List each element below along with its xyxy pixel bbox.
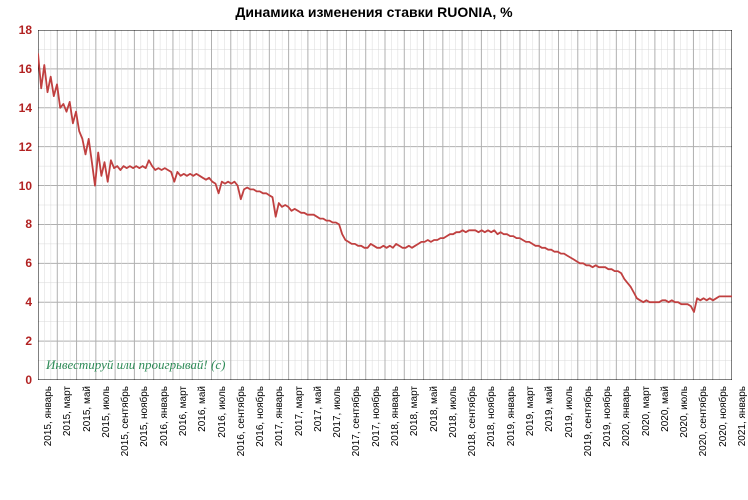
- x-tick-label: 2017, сентябрь: [351, 386, 362, 456]
- x-tick-label: 2020, март: [641, 386, 652, 436]
- x-tick-label: 2019, май: [544, 386, 555, 432]
- x-tick-label: 2017, март: [294, 386, 305, 436]
- x-tick-label: 2020, ноябрь: [718, 386, 729, 447]
- x-tick-label: 2019, июль: [564, 386, 575, 438]
- y-tick-label: 4: [0, 295, 32, 309]
- x-tick-label: 2017, май: [313, 386, 324, 432]
- y-tick-label: 14: [0, 101, 32, 115]
- x-tick-label: 2019, сентябрь: [583, 386, 594, 456]
- x-tick-label: 2018, январь: [390, 386, 401, 446]
- x-tick-label: 2017, ноябрь: [371, 386, 382, 447]
- y-tick-label: 12: [0, 140, 32, 154]
- x-tick-label: 2016, январь: [159, 386, 170, 446]
- chart-title: Динамика изменения ставки RUONIA, %: [0, 4, 748, 20]
- x-tick-label: 2019, январь: [506, 386, 517, 446]
- x-tick-label: 2018, март: [409, 386, 420, 436]
- y-tick-label: 16: [0, 62, 32, 76]
- x-tick-label: 2018, ноябрь: [486, 386, 497, 447]
- x-tick-label: 2016, май: [197, 386, 208, 432]
- x-tick-label: 2016, ноябрь: [255, 386, 266, 447]
- x-tick-label: 2015, сентябрь: [120, 386, 131, 456]
- x-tick-label: 2018, июль: [448, 386, 459, 438]
- y-tick-label: 18: [0, 23, 32, 37]
- x-tick-label: 2018, май: [429, 386, 440, 432]
- x-tick-label: 2020, январь: [621, 386, 632, 446]
- x-tick-label: 2018, сентябрь: [467, 386, 478, 456]
- x-tick-label: 2020, июль: [679, 386, 690, 438]
- watermark-text: Инвестируй или проигрывай! (с): [46, 357, 225, 373]
- x-tick-label: 2015, июль: [101, 386, 112, 438]
- x-tick-label: 2020, сентябрь: [698, 386, 709, 456]
- x-tick-label: 2016, июль: [217, 386, 228, 438]
- y-tick-label: 2: [0, 334, 32, 348]
- x-tick-label: 2020, май: [660, 386, 671, 432]
- x-tick-label: 2015, ноябрь: [139, 386, 150, 447]
- y-tick-label: 8: [0, 217, 32, 231]
- x-tick-label: 2017, январь: [274, 386, 285, 446]
- x-tick-label: 2015, март: [62, 386, 73, 436]
- x-tick-label: 2016, сентябрь: [236, 386, 247, 456]
- x-tick-label: 2019, март: [525, 386, 536, 436]
- x-tick-label: 2021, январь: [737, 386, 748, 446]
- x-tick-label: 2019, ноябрь: [602, 386, 613, 447]
- x-tick-label: 2017, июль: [332, 386, 343, 438]
- x-tick-label: 2015, январь: [43, 386, 54, 446]
- x-tick-label: 2015, май: [82, 386, 93, 432]
- y-tick-label: 0: [0, 373, 32, 387]
- x-tick-label: 2016, март: [178, 386, 189, 436]
- chart-plot-area: [38, 30, 732, 380]
- y-tick-label: 6: [0, 256, 32, 270]
- y-tick-label: 10: [0, 179, 32, 193]
